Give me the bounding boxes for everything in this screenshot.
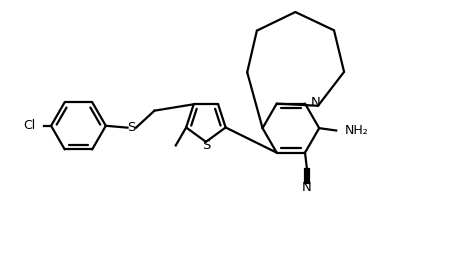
Text: Cl: Cl [24,119,36,132]
Text: N: N [302,181,312,194]
Text: N: N [311,96,320,109]
Text: NH₂: NH₂ [345,124,369,137]
Text: S: S [128,121,136,134]
Text: S: S [202,139,210,152]
